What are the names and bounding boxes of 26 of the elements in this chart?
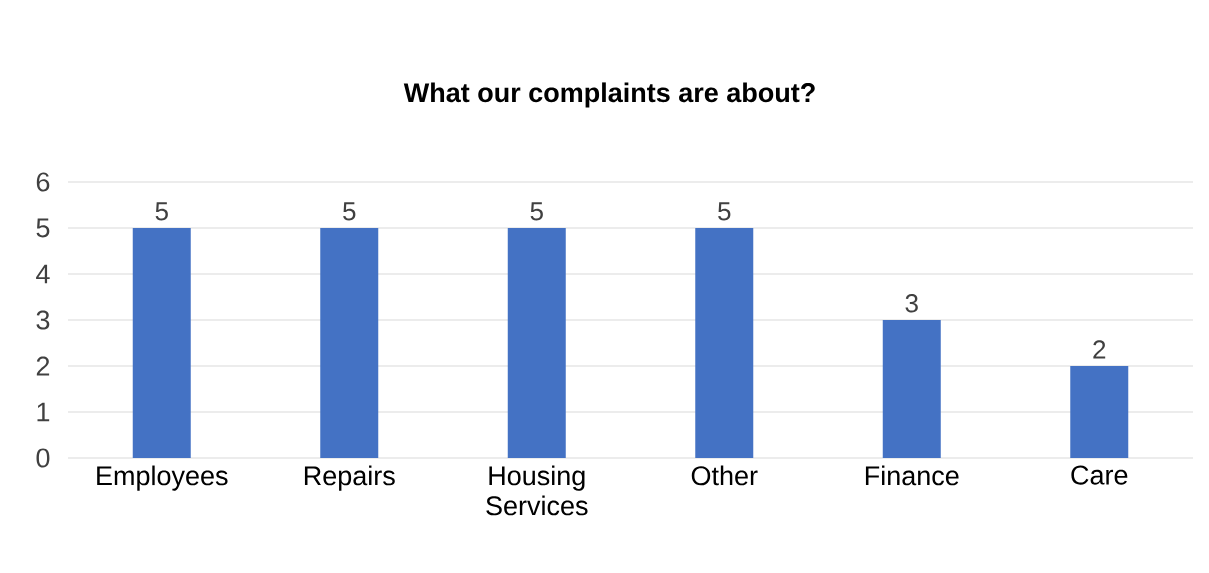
bar bbox=[132, 228, 191, 458]
y-tick-label: 4 bbox=[36, 264, 50, 284]
bar bbox=[507, 228, 566, 458]
y-tick-label: 5 bbox=[36, 218, 50, 238]
bar bbox=[320, 228, 379, 458]
x-tick-label: Repairs bbox=[304, 465, 395, 491]
y-tick-label: 1 bbox=[37, 402, 50, 422]
bar bbox=[882, 320, 941, 458]
x-tick-label: Other bbox=[691, 465, 758, 486]
bar bbox=[695, 228, 754, 458]
data-label: 5 bbox=[155, 202, 168, 221]
x-tick-label: Employees bbox=[97, 465, 228, 491]
data-label: 2 bbox=[1093, 340, 1106, 359]
data-label: 5 bbox=[530, 202, 543, 221]
y-tick-label: 3 bbox=[36, 310, 50, 330]
bar bbox=[1070, 366, 1129, 458]
data-label: 5 bbox=[343, 202, 356, 221]
x-tick-label: Housing Services bbox=[486, 465, 588, 516]
x-tick-label: Finance bbox=[865, 465, 959, 486]
y-tick-label: 2 bbox=[36, 356, 50, 376]
x-tick-label: Care bbox=[1071, 465, 1128, 485]
data-label: 5 bbox=[718, 202, 731, 221]
data-label: 3 bbox=[905, 294, 918, 313]
chart-title: What our complaints are about? bbox=[403, 82, 815, 108]
y-tick-label: 6 bbox=[36, 172, 50, 192]
y-tick-label: 0 bbox=[36, 448, 50, 468]
